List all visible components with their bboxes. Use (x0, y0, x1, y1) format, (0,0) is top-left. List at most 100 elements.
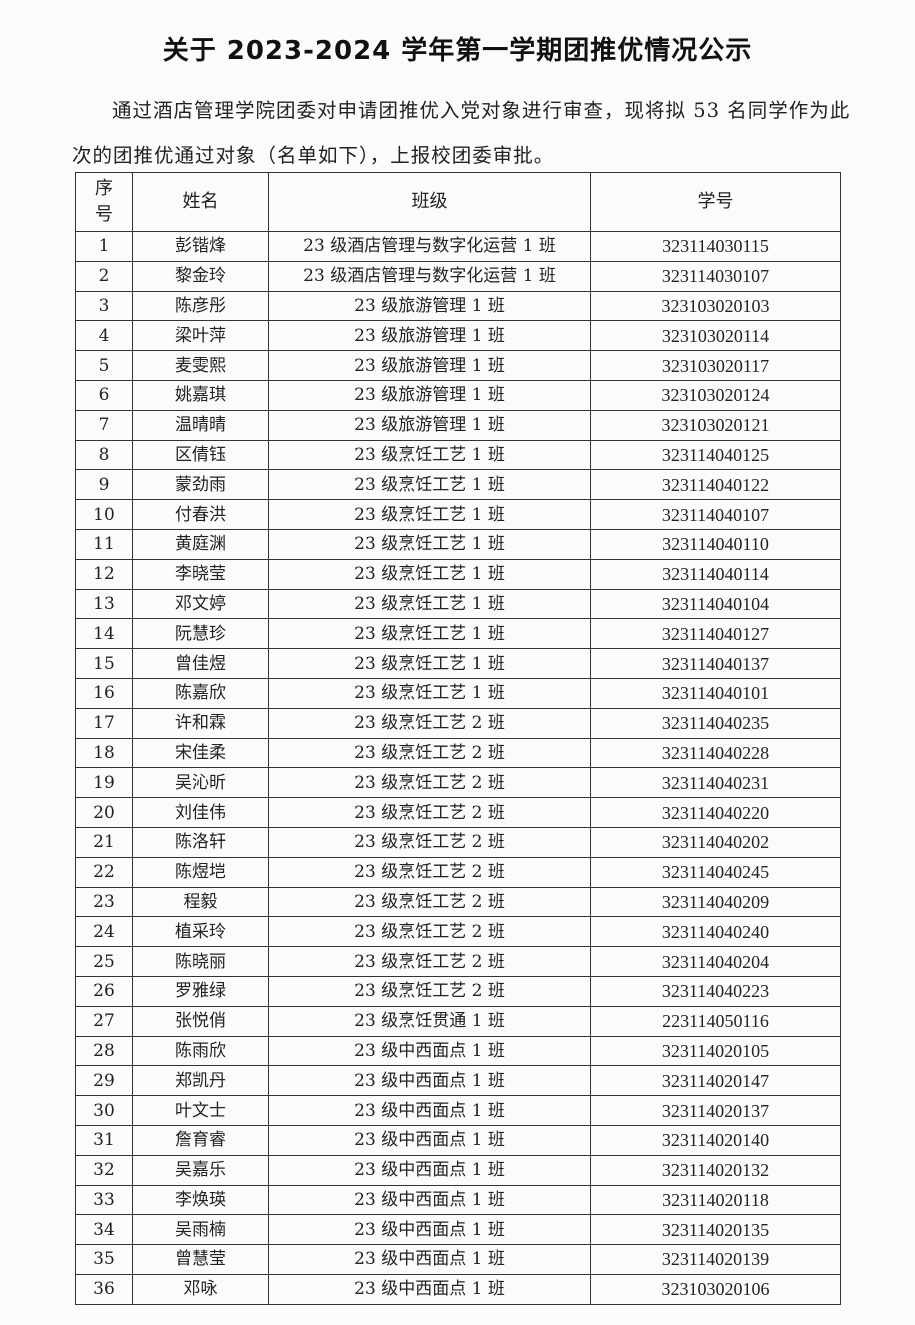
intro-paragraph: 通过酒店管理学院团委对申请团推优入党对象进行审查，现将拟 53 名同学作为此次的… (72, 99, 851, 167)
cell-name: 陈煜垲 (132, 856, 269, 888)
cell-name: 许和霖 (132, 707, 269, 739)
cell-name: 付春洪 (132, 499, 269, 530)
cell-id: 323114040209 (590, 886, 841, 918)
cell-class: 23 级烹饪工艺 1 班 (268, 618, 591, 650)
cell-id: 323114040231 (590, 767, 841, 799)
cell-id: 323114040137 (590, 648, 841, 679)
cell-name: 宋佳柔 (132, 737, 269, 769)
table-row: 22 陈煜垲 23 级烹饪工艺 2 班 323114040245 (75, 856, 841, 888)
cell-name: 刘佳伟 (132, 797, 269, 828)
cell-name: 曾佳煜 (132, 648, 269, 679)
table-row: 14 阮慧珍 23 级烹饪工艺 1 班 323114040127 (75, 618, 841, 650)
table-row: 27 张悦俏 23 级烹饪贯通 1 班 223114050116 (75, 1005, 841, 1037)
cell-seq: 8 (75, 439, 133, 471)
cell-seq: 22 (75, 856, 133, 888)
cell-id: 323114040235 (590, 707, 841, 739)
cell-name: 罗雅绿 (132, 975, 269, 1007)
cell-class: 23 级旅游管理 1 班 (268, 409, 591, 441)
table-row: 32 吴嘉乐 23 级中西面点 1 班 323114020132 (75, 1154, 841, 1186)
table-row: 17 许和霖 23 级烹饪工艺 2 班 323114040235 (75, 707, 841, 739)
cell-class: 23 级中西面点 1 班 (268, 1273, 591, 1305)
cell-id: 323114040228 (590, 737, 841, 769)
cell-id: 323103020117 (590, 350, 841, 381)
table-row: 21 陈洛轩 23 级烹饪工艺 2 班 323114040202 (75, 826, 841, 858)
cell-class: 23 级烹饪工艺 1 班 (268, 469, 591, 501)
cell-seq: 9 (75, 469, 133, 501)
cell-seq: 21 (75, 826, 133, 858)
cell-class: 23 级烹饪工艺 2 班 (268, 856, 591, 888)
cell-class: 23 级中西面点 1 班 (268, 1154, 591, 1186)
header-name: 姓名 (132, 172, 269, 232)
header-seq: 序号 (75, 172, 133, 232)
cell-seq: 23 (75, 886, 133, 918)
cell-id: 323114020139 (590, 1244, 841, 1275)
cell-id: 323114030115 (590, 231, 841, 262)
table-row: 5 麦雯熙 23 级旅游管理 1 班 323103020117 (75, 350, 841, 381)
cell-seq: 35 (75, 1244, 133, 1275)
table-row: 20 刘佳伟 23 级烹饪工艺 2 班 323114040220 (75, 797, 841, 828)
table-header-row: 序号 姓名 班级 学号 (75, 172, 841, 232)
cell-name: 李晓莹 (132, 558, 269, 590)
cell-class: 23 级中西面点 1 班 (268, 1095, 591, 1126)
cell-name: 陈晓丽 (132, 946, 269, 977)
cell-name: 梁叶萍 (132, 320, 269, 352)
cell-id: 323114020137 (590, 1095, 841, 1126)
cell-class: 23 级酒店管理与数字化运营 1 班 (268, 260, 591, 292)
cell-id: 323114040240 (590, 916, 841, 948)
cell-class: 23 级烹饪工艺 2 班 (268, 737, 591, 769)
cell-name: 邓咏 (132, 1273, 269, 1305)
cell-seq: 17 (75, 707, 133, 739)
table-row: 11 黄庭渊 23 级烹饪工艺 1 班 323114040110 (75, 528, 841, 560)
cell-id: 323114040104 (590, 588, 841, 620)
document-title: 关于 2023-2024 学年第一学期团推优情况公示 (162, 36, 753, 66)
cell-class: 23 级中西面点 1 班 (268, 1244, 591, 1275)
cell-id: 323114020147 (590, 1065, 841, 1097)
cell-name: 区倩钰 (132, 439, 269, 471)
table-row: 6 姚嘉琪 23 级旅游管理 1 班 323103020124 (75, 379, 841, 411)
cell-name: 吴沁昕 (132, 767, 269, 799)
cell-name: 吴嘉乐 (132, 1154, 269, 1186)
cell-name: 张悦俏 (132, 1005, 269, 1037)
cell-class: 23 级中西面点 1 班 (268, 1214, 591, 1246)
cell-class: 23 级烹饪工艺 1 班 (268, 439, 591, 471)
table-row: 25 陈晓丽 23 级烹饪工艺 2 班 323114040204 (75, 946, 841, 977)
cell-name: 曾慧莹 (132, 1244, 269, 1275)
cell-id: 323103020106 (590, 1273, 841, 1305)
table-row: 13 邓文婷 23 级烹饪工艺 1 班 323114040104 (75, 588, 841, 620)
table-row: 15 曾佳煜 23 级烹饪工艺 1 班 323114040137 (75, 648, 841, 679)
cell-seq: 4 (75, 320, 133, 352)
cell-seq: 24 (75, 916, 133, 948)
cell-class: 23 级中西面点 1 班 (268, 1124, 591, 1156)
table-row: 26 罗雅绿 23 级烹饪工艺 2 班 323114040223 (75, 975, 841, 1007)
table-row: 4 梁叶萍 23 级旅游管理 1 班 323103020114 (75, 320, 841, 352)
cell-id: 323114040110 (590, 528, 841, 560)
table-row: 1 彭锴烽 23 级酒店管理与数字化运营 1 班 323114030115 (75, 231, 841, 262)
cell-id: 323114020118 (590, 1184, 841, 1216)
cell-class: 23 级烹饪工艺 1 班 (268, 528, 591, 560)
cell-name: 陈洛轩 (132, 826, 269, 858)
cell-class: 23 级烹饪工艺 1 班 (268, 558, 591, 590)
cell-class: 23 级旅游管理 1 班 (268, 290, 591, 322)
cell-id: 323114020135 (590, 1214, 841, 1246)
table-row: 3 陈彦彤 23 级旅游管理 1 班 323103020103 (75, 290, 841, 322)
cell-class: 23 级中西面点 1 班 (268, 1184, 591, 1216)
cell-name: 黄庭渊 (132, 528, 269, 560)
cell-name: 阮慧珍 (132, 618, 269, 650)
cell-id: 323114040245 (590, 856, 841, 888)
candidate-table: 序号 姓名 班级 学号 1 彭锴烽 23 级酒店管理与数字化运营 1 班 323114… (75, 172, 841, 1305)
cell-seq: 14 (75, 618, 133, 650)
cell-class: 23 级烹饪工艺 1 班 (268, 588, 591, 620)
table-row: 16 陈嘉欣 23 级烹饪工艺 1 班 323114040101 (75, 677, 841, 709)
cell-name: 陈彦彤 (132, 290, 269, 322)
table-row: 12 李晓莹 23 级烹饪工艺 1 班 323114040114 (75, 558, 841, 590)
cell-name: 黎金玲 (132, 260, 269, 292)
cell-seq: 29 (75, 1065, 133, 1097)
cell-id: 323114020132 (590, 1154, 841, 1186)
cell-class: 23 级中西面点 1 班 (268, 1035, 591, 1067)
cell-class: 23 级烹饪工艺 2 班 (268, 707, 591, 739)
cell-class: 23 级旅游管理 1 班 (268, 379, 591, 411)
table-row: 30 叶文士 23 级中西面点 1 班 323114020137 (75, 1095, 841, 1126)
cell-class: 23 级烹饪工艺 2 班 (268, 946, 591, 977)
cell-name: 李焕瑛 (132, 1184, 269, 1216)
header-seq-label: 序号 (94, 178, 113, 225)
